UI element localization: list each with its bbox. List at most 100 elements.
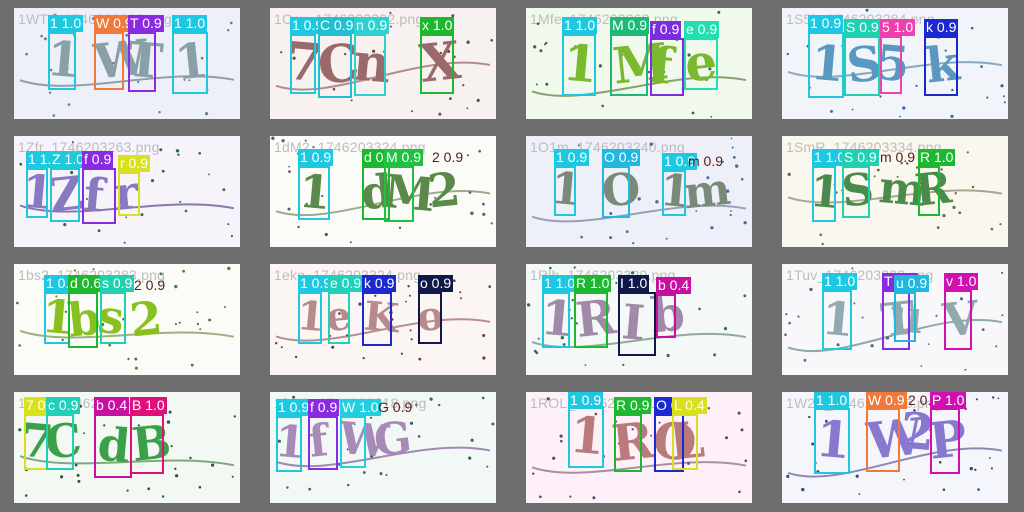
noise-dot — [995, 345, 998, 348]
detection-label: 1 0.9 — [298, 149, 334, 166]
noise-dot — [625, 230, 629, 233]
detection-label: f 0.9 — [650, 21, 682, 38]
noise-dot — [179, 200, 182, 203]
noise-dot — [208, 318, 212, 322]
detection-box — [562, 34, 596, 96]
noise-dot — [347, 483, 350, 487]
detection-box — [812, 166, 836, 222]
noise-dot — [208, 173, 211, 176]
detection-box — [918, 166, 940, 216]
noise-dot — [64, 310, 68, 313]
detection-label: 1 0.9 — [554, 149, 590, 166]
noise-dot — [717, 10, 721, 14]
noise-dot — [575, 322, 578, 325]
noise-dot — [721, 160, 724, 163]
noise-dot — [809, 287, 813, 292]
detection-label: W 0.9 — [866, 392, 907, 409]
noise-dot — [481, 396, 485, 400]
captcha-character: m — [681, 163, 733, 220]
noise-dot — [663, 70, 666, 74]
noise-dot — [743, 221, 747, 225]
noise-dot — [532, 472, 535, 475]
noise-dot — [936, 226, 940, 229]
noise-dot — [708, 67, 712, 71]
noise-dot — [476, 98, 480, 102]
noise-dot — [429, 397, 433, 401]
noise-dot — [811, 442, 815, 446]
noise-dot — [184, 209, 188, 213]
noise-dot — [578, 144, 580, 147]
detection-box — [602, 166, 630, 218]
noise-dot — [743, 294, 747, 298]
noise-dot — [353, 423, 356, 426]
noise-curve — [18, 404, 236, 498]
noise-dot — [900, 161, 903, 165]
noise-dot — [950, 114, 954, 118]
noise-dot — [707, 407, 710, 410]
noise-dot — [189, 456, 192, 460]
noise-dot — [25, 52, 28, 56]
noise-line — [531, 76, 747, 97]
noise-dot — [569, 495, 572, 498]
noise-dot — [1003, 101, 1006, 104]
noise-dot — [858, 493, 861, 495]
noise-dot — [18, 344, 21, 347]
noise-dot — [927, 343, 930, 345]
noise-dot — [622, 363, 625, 366]
noise-dot — [297, 225, 300, 229]
detection-box — [656, 294, 676, 338]
noise-dot — [166, 420, 171, 424]
noise-dot — [989, 457, 991, 459]
detection-box — [68, 292, 98, 348]
noise-dot — [731, 146, 734, 149]
noise-dot — [92, 268, 95, 271]
noise-dot — [1001, 271, 1004, 274]
captcha-image: 1eko_1746203324.png1eKo1 0.9e 0.9k 0.9o … — [270, 264, 496, 375]
noise-dot — [19, 162, 23, 166]
noise-dot — [801, 487, 805, 492]
detection-label: o 0.9 — [418, 275, 454, 292]
captcha-tile: 1W2P_1746203306.png 1 W 2 P 1 1.0 W 0.9 2 0.9 P … — [768, 384, 1024, 512]
noise-dot — [725, 436, 728, 440]
noise-dot — [76, 314, 79, 317]
noise-dot — [331, 345, 335, 349]
noise-dot — [488, 285, 491, 288]
noise-dot — [61, 338, 64, 342]
captcha-image: 1W2P_1746203306.png 1 W 2 P 1 1.0 W 0.9 2 0.9 P … — [782, 392, 1008, 503]
detection-label: s 0.9 — [100, 275, 135, 292]
captcha-character: G — [371, 412, 414, 467]
noise-dot — [158, 111, 161, 114]
noise-dot — [990, 467, 993, 470]
noise-dot — [919, 182, 922, 185]
noise-dot — [482, 334, 486, 337]
detection-box — [924, 36, 958, 96]
detection-box — [100, 292, 126, 344]
noise-dot — [920, 365, 923, 367]
noise-dot — [369, 416, 373, 419]
detection-label: d 0.6 — [68, 275, 104, 292]
detection-label: k 0.9 — [362, 275, 397, 292]
noise-dot — [222, 188, 226, 192]
noise-dot — [211, 463, 215, 467]
captcha-image: 1O1m_1746203240.png 1 O 1 m 1 0.9 O 0.9 1 0.9 m … — [526, 136, 752, 247]
noise-dot — [400, 352, 403, 355]
detection-label: 1 1.0 — [172, 15, 208, 32]
noise-dot — [389, 11, 392, 14]
detection-label: 1 1.0 — [814, 392, 850, 409]
detection-label: P 1.0 — [930, 392, 967, 409]
noise-dot — [666, 353, 670, 358]
noise-dot — [470, 211, 474, 215]
noise-dot — [346, 334, 349, 337]
noise-dot — [999, 223, 1002, 226]
noise-dot — [358, 302, 362, 306]
noise-dot — [535, 83, 538, 86]
noise-dot — [571, 299, 574, 302]
noise-dot — [482, 202, 485, 206]
detection-label: M 0.9 — [610, 17, 650, 34]
noise-dot — [740, 428, 744, 432]
noise-dot — [137, 80, 140, 83]
